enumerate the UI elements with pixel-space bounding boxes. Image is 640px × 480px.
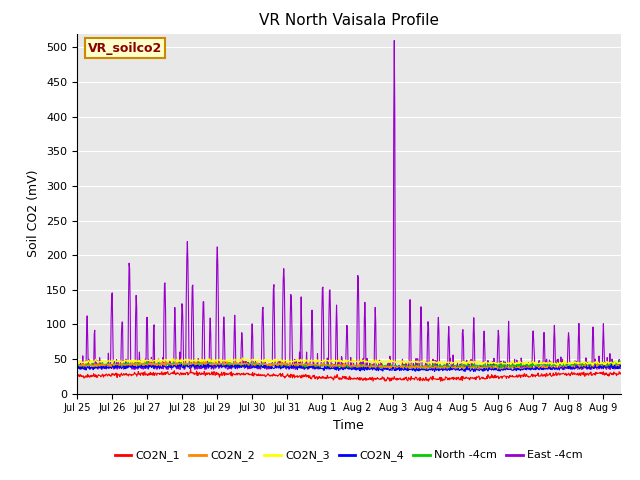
CO2N_3: [129, 359, 136, 365]
East -4cm: [617, 366, 625, 372]
CO2N_2: [294, 362, 301, 368]
CO2N_3: [73, 360, 81, 365]
CO2N_2: [508, 365, 516, 371]
CO2N_4: [617, 364, 625, 370]
Title: VR North Vaisala Profile: VR North Vaisala Profile: [259, 13, 439, 28]
CO2N_1: [294, 373, 301, 379]
Line: CO2N_4: CO2N_4: [77, 364, 621, 372]
Y-axis label: Soil CO2 (mV): Soil CO2 (mV): [28, 170, 40, 257]
Legend: CO2N_1, CO2N_2, CO2N_3, CO2N_4, North -4cm, East -4cm: CO2N_1, CO2N_2, CO2N_3, CO2N_4, North -4…: [110, 446, 588, 466]
North -4cm: [129, 360, 136, 366]
CO2N_4: [447, 367, 455, 372]
CO2N_4: [470, 369, 477, 374]
Line: East -4cm: East -4cm: [77, 40, 621, 370]
CO2N_2: [73, 362, 81, 368]
CO2N_1: [369, 378, 377, 384]
CO2N_4: [294, 367, 301, 372]
CO2N_4: [508, 367, 516, 373]
CO2N_2: [499, 365, 506, 371]
North -4cm: [498, 362, 506, 368]
CO2N_3: [617, 360, 625, 366]
East -4cm: [508, 362, 516, 368]
East -4cm: [499, 366, 506, 372]
CO2N_2: [447, 365, 455, 371]
Text: VR_soilco2: VR_soilco2: [88, 42, 162, 55]
East -4cm: [438, 367, 446, 372]
North -4cm: [419, 367, 426, 372]
Line: CO2N_3: CO2N_3: [77, 358, 621, 365]
East -4cm: [390, 37, 398, 43]
CO2N_2: [617, 364, 625, 370]
Line: CO2N_1: CO2N_1: [77, 370, 621, 381]
CO2N_3: [294, 357, 301, 362]
North -4cm: [312, 364, 320, 370]
CO2N_1: [129, 372, 136, 378]
CO2N_3: [313, 357, 321, 362]
East -4cm: [293, 366, 301, 372]
CO2N_3: [498, 360, 506, 365]
North -4cm: [73, 363, 81, 369]
CO2N_1: [187, 367, 195, 372]
East -4cm: [129, 366, 136, 372]
North -4cm: [616, 358, 623, 363]
CO2N_2: [129, 360, 136, 366]
CO2N_1: [499, 375, 506, 381]
East -4cm: [447, 363, 455, 369]
CO2N_4: [204, 361, 212, 367]
CO2N_1: [313, 374, 321, 380]
CO2N_2: [200, 359, 207, 365]
CO2N_4: [499, 367, 506, 372]
CO2N_4: [313, 365, 321, 371]
CO2N_1: [617, 370, 625, 376]
CO2N_3: [589, 362, 596, 368]
North -4cm: [293, 362, 301, 368]
X-axis label: Time: Time: [333, 419, 364, 432]
CO2N_1: [73, 373, 81, 379]
CO2N_1: [508, 373, 516, 379]
CO2N_3: [239, 355, 247, 360]
North -4cm: [508, 365, 515, 371]
CO2N_4: [73, 367, 81, 372]
CO2N_2: [313, 361, 321, 367]
Line: CO2N_2: CO2N_2: [77, 362, 621, 370]
CO2N_2: [481, 367, 489, 373]
CO2N_3: [508, 360, 515, 366]
North -4cm: [617, 362, 625, 368]
CO2N_4: [129, 362, 136, 368]
Line: North -4cm: North -4cm: [77, 360, 621, 370]
CO2N_3: [447, 361, 455, 367]
East -4cm: [73, 366, 81, 372]
North -4cm: [447, 364, 455, 370]
East -4cm: [312, 362, 320, 368]
CO2N_1: [447, 375, 455, 381]
